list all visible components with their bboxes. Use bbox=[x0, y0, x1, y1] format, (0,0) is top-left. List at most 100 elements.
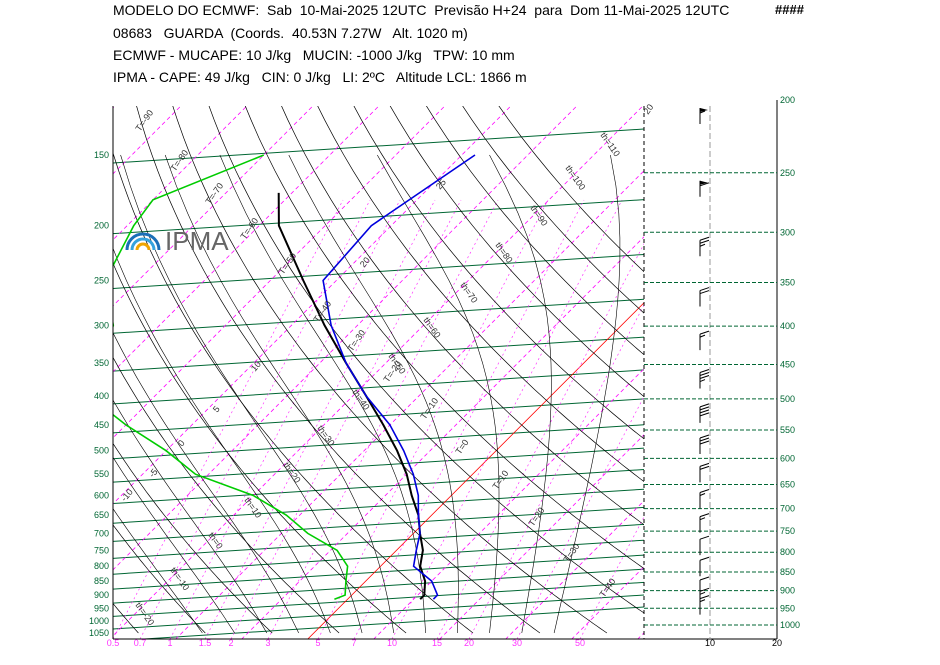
wind-barb bbox=[699, 595, 710, 615]
pressure-tick-label: 700 bbox=[94, 528, 109, 538]
moist-adiabat-line bbox=[113, 332, 299, 634]
right-pressure-tick-label: 400 bbox=[780, 321, 795, 331]
pressure-tick-label: 350 bbox=[94, 358, 109, 368]
dry-adiabat-line bbox=[462, 106, 644, 314]
right-pressure-tick-label: 850 bbox=[780, 567, 795, 577]
flag-marker: #### bbox=[775, 2, 804, 17]
wind-barb-half bbox=[699, 517, 706, 521]
isotherm-label: T=20 bbox=[526, 505, 546, 528]
wind-barb-half bbox=[699, 591, 706, 595]
right-pressure-tick-label: 1000 bbox=[780, 620, 800, 630]
wind-barb-full bbox=[699, 595, 710, 600]
isotherm-line bbox=[373, 368, 644, 639]
isotherm-line bbox=[113, 106, 182, 175]
wind-barb bbox=[699, 462, 710, 483]
isotherm-line bbox=[241, 236, 644, 639]
wind-barb-full bbox=[699, 556, 710, 561]
isotherm-label: T=0 bbox=[453, 437, 470, 456]
mixing-ratio-tick-label: 3 bbox=[265, 638, 270, 648]
dry-adiabat-line bbox=[0, 100, 71, 633]
dry-adiabat-line bbox=[172, 106, 608, 634]
wind-barb-pennant bbox=[700, 180, 708, 185]
moist-adiabat-label: 0 bbox=[176, 438, 187, 448]
wind-barb-full bbox=[699, 440, 710, 445]
moist-adiabat-label: 20 bbox=[641, 102, 655, 116]
moist-adiabat-line bbox=[288, 154, 459, 634]
isotherm-line bbox=[0, 55, 99, 644]
right-pressure-tick-label: 450 bbox=[780, 360, 795, 370]
wind-barb bbox=[699, 556, 710, 577]
isotherm-line bbox=[113, 106, 380, 373]
parcel-curve bbox=[277, 192, 427, 600]
isotherm-line bbox=[113, 106, 248, 241]
pressure-tick-label: 300 bbox=[94, 320, 109, 330]
right-pressure-tick-label: 600 bbox=[780, 453, 795, 463]
pressure-tick-label: 200 bbox=[94, 221, 109, 231]
right-pressure-tick-label: 500 bbox=[780, 394, 795, 404]
isobar-line bbox=[113, 199, 644, 235]
wind-barb-full bbox=[699, 287, 710, 292]
wind-barb bbox=[699, 369, 710, 389]
ecmwf-indices: ECMWF - MUCAPE: 10 J/kg MUCIN: -1000 J/k… bbox=[113, 47, 515, 63]
dry-adiabat-label: th=90 bbox=[528, 203, 549, 227]
wind-barb-full bbox=[699, 375, 710, 380]
wind-barb-full bbox=[699, 330, 710, 335]
wind-barb bbox=[699, 236, 710, 257]
pressure-tick-label: 550 bbox=[94, 469, 109, 479]
wind-barb-half bbox=[699, 599, 706, 603]
mixing-ratio-tick-label: 2 bbox=[228, 638, 233, 648]
wind-barb-full bbox=[699, 462, 710, 467]
wind-barb-full bbox=[699, 535, 710, 540]
isotherm-line bbox=[113, 106, 512, 505]
isotherm-line bbox=[175, 170, 644, 639]
pressure-tick-label: 1000 bbox=[89, 616, 109, 626]
wind-barb-half bbox=[699, 243, 706, 247]
isotherm-line bbox=[307, 302, 644, 639]
mixing-ratio-tick-label: 30 bbox=[512, 638, 522, 648]
isobar-line bbox=[113, 469, 644, 505]
mixing-ratio-line bbox=[113, 199, 344, 639]
pressure-tick-label: 150 bbox=[94, 150, 109, 160]
isobar-line bbox=[113, 523, 644, 559]
right-pressure-tick-label: 550 bbox=[780, 425, 795, 435]
pressure-tick-label: 400 bbox=[94, 391, 109, 401]
wind-barb-full bbox=[699, 513, 710, 518]
pressure-tick-label: 800 bbox=[94, 561, 109, 571]
isobar-line bbox=[113, 488, 644, 524]
right-pressure-tick-label: 700 bbox=[780, 504, 795, 514]
moist-adiabat-line bbox=[113, 247, 331, 634]
mixing-ratio-tick-label: 5 bbox=[315, 638, 320, 648]
right-pressure-tick-label: 300 bbox=[780, 227, 795, 237]
moist-adiabat-label: 5 bbox=[211, 404, 222, 414]
isotherm-label: T=10 bbox=[490, 468, 510, 491]
isobar-line bbox=[113, 369, 644, 405]
wind-barb-full bbox=[699, 290, 710, 295]
isobar-line bbox=[113, 298, 644, 334]
isobar-line bbox=[113, 539, 644, 575]
isobar-line bbox=[113, 336, 644, 372]
dry-adiabat-line bbox=[353, 106, 644, 440]
moist-adiabat-line bbox=[164, 154, 395, 634]
dry-adiabat-label: th=110 bbox=[598, 130, 622, 158]
moist-adiabat-line bbox=[553, 154, 621, 634]
moist-adiabat-line bbox=[113, 456, 235, 634]
mixing-ratio-tick-label: 7 bbox=[351, 638, 356, 648]
chart-title-line-1: MODELO DO ECMWF: Sab 10-Mai-2025 12UTC P… bbox=[113, 2, 730, 18]
ipma-logo: IPMA bbox=[125, 226, 235, 260]
dry-adiabat-line bbox=[244, 106, 644, 570]
isobar-line bbox=[113, 506, 644, 542]
mixing-ratio-tick-label: 15 bbox=[432, 638, 442, 648]
mixing-ratio-tick-label: 0.5 bbox=[107, 638, 120, 648]
isobar-line bbox=[113, 594, 644, 630]
isobar-line bbox=[113, 554, 644, 590]
right-pressure-tick-label: 200 bbox=[780, 95, 795, 105]
wind-barb-half bbox=[699, 493, 706, 496]
wind-barb-full bbox=[699, 409, 710, 414]
isotherm-label: T=-10 bbox=[418, 396, 440, 421]
dry-adiabat-label: th=70 bbox=[458, 280, 479, 304]
wind-barb-full bbox=[699, 369, 710, 374]
wind-barb-full bbox=[699, 372, 710, 377]
wind-barb-pennant bbox=[700, 108, 708, 112]
right-pressure-tick-label: 650 bbox=[780, 479, 795, 489]
mixing-ratio-tick-label: 50 bbox=[575, 638, 585, 648]
